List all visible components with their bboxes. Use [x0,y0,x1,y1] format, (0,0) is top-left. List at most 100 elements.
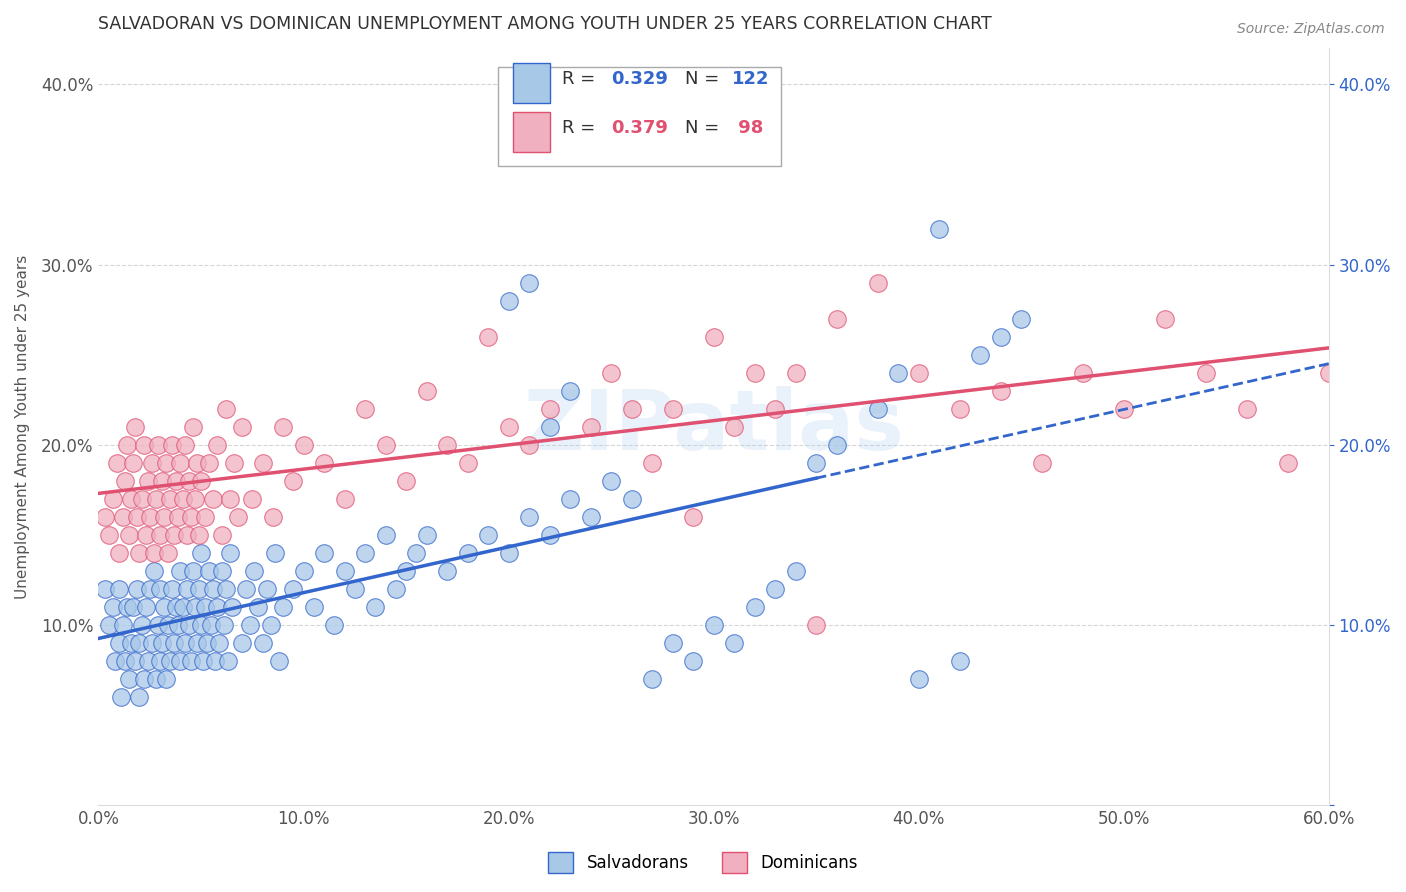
Point [120,491,142,506]
Point [177,474,200,488]
Point [101,491,124,506]
Point [723,636,745,650]
Point [214,401,236,416]
Point [498,419,520,434]
Point [498,546,520,560]
Point [136,654,159,668]
Point [101,599,124,614]
Point [187,528,209,542]
Point [333,491,356,506]
Point [176,582,198,596]
Point [124,654,146,668]
Point [641,456,664,470]
Point [115,599,138,614]
Point [221,599,243,614]
Point [142,564,165,578]
Point [138,509,160,524]
Point [194,509,217,524]
Point [97,528,120,542]
Point [323,618,346,632]
Point [333,564,356,578]
Point [600,474,623,488]
Point [159,491,181,506]
Point [138,582,160,596]
Point [785,366,807,380]
Point [907,366,929,380]
FancyBboxPatch shape [513,112,550,152]
Text: SALVADORAN VS DOMINICAN UNEMPLOYMENT AMONG YOUTH UNDER 25 YEARS CORRELATION CHAR: SALVADORAN VS DOMINICAN UNEMPLOYMENT AMO… [98,15,993,33]
Point [149,654,172,668]
Point [825,438,848,452]
Point [157,618,180,632]
Point [477,329,499,343]
Point [517,509,540,524]
Point [641,672,664,686]
Point [364,599,387,614]
Point [172,491,194,506]
Point [538,528,561,542]
Point [181,419,204,434]
Point [145,491,167,506]
Point [142,546,165,560]
Point [477,528,499,542]
Point [436,564,458,578]
Point [172,599,194,614]
Point [804,618,827,632]
Point [114,474,136,488]
Point [620,491,643,506]
Point [127,509,149,524]
Point [135,599,157,614]
Point [763,582,786,596]
Point [785,564,807,578]
Point [149,582,172,596]
Point [1195,366,1218,380]
Point [395,474,418,488]
Point [169,654,191,668]
Point [202,582,225,596]
Point [252,456,274,470]
Point [165,599,187,614]
Point [146,618,169,632]
Point [114,654,136,668]
Point [907,672,929,686]
Point [150,636,173,650]
Point [167,618,190,632]
Point [162,582,184,596]
Point [118,528,141,542]
Point [385,582,408,596]
Point [159,654,181,668]
Point [214,582,236,596]
Point [239,618,262,632]
Point [184,599,207,614]
Point [538,419,561,434]
Point [190,474,212,488]
Point [825,311,848,326]
Point [124,419,146,434]
Point [1317,366,1340,380]
Point [804,456,827,470]
Point [211,528,233,542]
Point [180,654,202,668]
Point [132,672,155,686]
Point [105,456,128,470]
Point [173,636,195,650]
Y-axis label: Unemployment Among Youth under 25 years: Unemployment Among Youth under 25 years [15,254,30,599]
Point [457,546,479,560]
Point [149,528,172,542]
Text: 0.329: 0.329 [612,70,668,88]
Point [283,474,305,488]
Point [165,474,187,488]
Point [240,491,263,506]
Text: 0.379: 0.379 [612,120,668,137]
Point [190,546,212,560]
Point [204,654,226,668]
Point [949,654,972,668]
Point [169,456,191,470]
Point [155,672,177,686]
FancyBboxPatch shape [498,68,782,166]
Point [180,509,202,524]
Point [1112,401,1135,416]
Point [723,419,745,434]
Point [207,438,229,452]
Point [267,654,290,668]
